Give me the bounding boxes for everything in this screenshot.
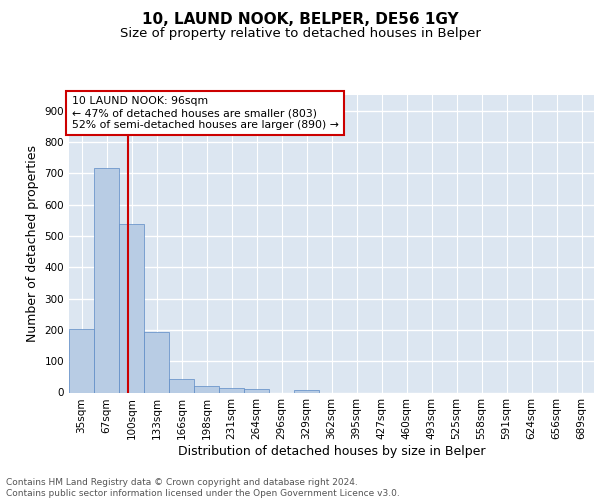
- Text: Contains HM Land Registry data © Crown copyright and database right 2024.
Contai: Contains HM Land Registry data © Crown c…: [6, 478, 400, 498]
- Bar: [144, 332, 169, 392]
- Bar: [69, 329, 94, 392]
- Bar: [219, 388, 244, 392]
- Bar: [119, 224, 144, 392]
- Y-axis label: Number of detached properties: Number of detached properties: [26, 145, 39, 342]
- Text: 10, LAUND NOOK, BELPER, DE56 1GY: 10, LAUND NOOK, BELPER, DE56 1GY: [142, 12, 458, 28]
- Bar: [244, 388, 269, 392]
- Text: 10 LAUND NOOK: 96sqm
← 47% of detached houses are smaller (803)
52% of semi-deta: 10 LAUND NOOK: 96sqm ← 47% of detached h…: [71, 96, 338, 130]
- Bar: [194, 386, 219, 392]
- Text: Size of property relative to detached houses in Belper: Size of property relative to detached ho…: [119, 28, 481, 40]
- Bar: [94, 168, 119, 392]
- Bar: [169, 378, 194, 392]
- X-axis label: Distribution of detached houses by size in Belper: Distribution of detached houses by size …: [178, 445, 485, 458]
- Bar: [294, 390, 319, 392]
